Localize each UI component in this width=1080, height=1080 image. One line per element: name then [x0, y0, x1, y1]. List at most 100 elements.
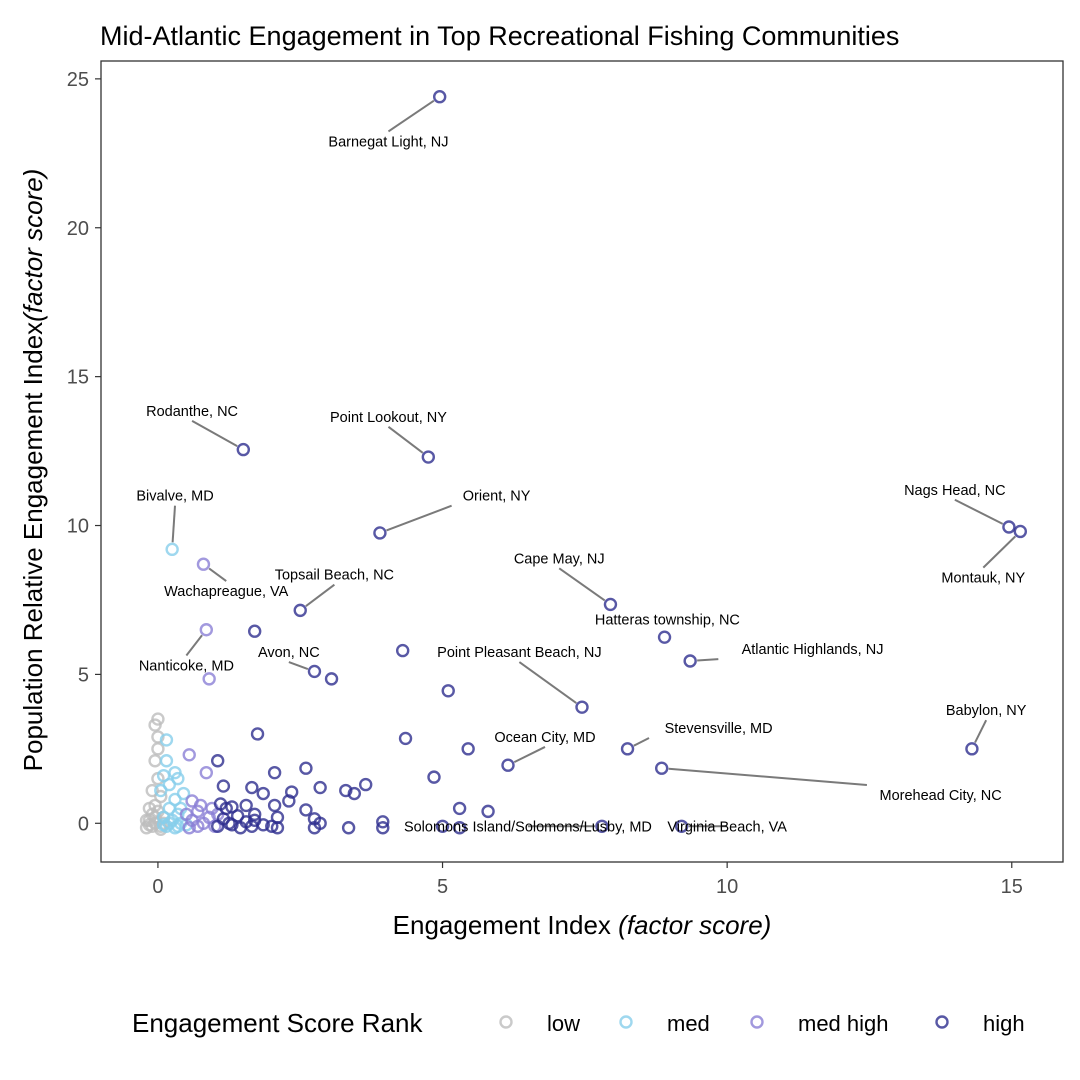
legend: Engagement Score Rank low med med high high [132, 1008, 1025, 1038]
legend-item: med [619, 1011, 710, 1036]
legend-label: low [547, 1011, 580, 1036]
annotation-label: Hatteras township, NC [595, 612, 740, 628]
annotation-label: Nanticoke, MD [139, 658, 234, 674]
data-point [324, 672, 339, 686]
data-point [575, 700, 589, 714]
x-tick-label: 15 [1001, 876, 1023, 898]
data-point [657, 630, 672, 644]
data-point [151, 742, 165, 756]
annotation-leader-line [171, 505, 176, 543]
annotation-label: Ocean City, MD [494, 730, 595, 746]
data-point [216, 779, 231, 793]
annotation-leader-line [518, 661, 577, 704]
annotation-leader-line [386, 504, 452, 532]
legend-title: Engagement Score Rank [132, 1008, 424, 1038]
data-point [376, 821, 390, 835]
data-point [247, 624, 262, 638]
annotation-label: Nags Head, NC [904, 483, 1006, 499]
legend-item: low [499, 1011, 580, 1036]
data-point [299, 803, 313, 817]
annotation-label: Montauk, NY [941, 571, 1025, 587]
data-point [250, 727, 265, 741]
x-axis-title-main: Engagement Index [393, 910, 611, 940]
annotation-leader-line [288, 661, 309, 670]
annotation-leader-line [697, 658, 719, 662]
data-point [182, 748, 196, 762]
legend-label: high [983, 1011, 1025, 1036]
data-point [441, 684, 455, 698]
annotation-leader-line [185, 634, 203, 657]
annotation-leader-line [954, 498, 1004, 525]
x-tick-label: 10 [716, 876, 738, 898]
data-point [595, 819, 609, 833]
data-point [191, 819, 205, 833]
data-point [347, 786, 362, 801]
data-point [139, 821, 154, 835]
annotation-label: Bivalve, MD [136, 489, 213, 505]
data-point [210, 754, 225, 768]
annotation-label: Solomons Island/Solomons/Lusby, MD [404, 819, 652, 835]
y-tick-label: 25 [67, 69, 89, 91]
annotation-label: Atlantic Highlands, NJ [742, 642, 884, 658]
data-point [427, 770, 441, 784]
data-point [654, 761, 669, 775]
data-point [270, 821, 285, 835]
annotation-leader-line [191, 420, 238, 448]
data-point [159, 733, 174, 747]
annotation-leader-line [305, 583, 335, 607]
data-point [239, 798, 253, 813]
annotation-leader-line [387, 99, 435, 133]
legend-symbol [750, 1015, 764, 1029]
y-tick-label: 5 [78, 664, 89, 686]
plot-border [100, 60, 1064, 863]
data-point [245, 819, 259, 833]
y-tick-label: 20 [67, 218, 89, 240]
series-med [154, 542, 194, 835]
data-point [452, 821, 467, 835]
data-point [267, 798, 282, 813]
data-point [299, 761, 313, 775]
y-tick-label: 10 [67, 516, 89, 538]
annotation-label: Babylon, NY [946, 703, 1027, 719]
data-point [162, 816, 177, 830]
y-axis-title-main: Population Relative Engagement Index [18, 322, 48, 772]
annotation-label: Barnegat Light, NJ [328, 134, 448, 150]
data-point [432, 90, 447, 104]
legend-item: med high [750, 1011, 889, 1036]
data-point [683, 654, 697, 668]
chart-title: Mid-Atlantic Engagement in Top Recreatio… [100, 21, 899, 51]
annotation-leader-line [208, 567, 227, 582]
data-point [307, 664, 322, 679]
data-point [165, 542, 179, 557]
data-point [398, 731, 413, 746]
data-point [282, 794, 296, 808]
annotation-label: Morehead City, NC [880, 788, 1002, 804]
data-point [256, 786, 270, 801]
data-point [339, 783, 353, 798]
annotation-label: Virginia Beach, VA [667, 819, 787, 835]
data-point [341, 821, 356, 835]
data-point [620, 742, 635, 756]
data-point [156, 818, 171, 832]
data-point [965, 742, 979, 756]
data-point [435, 819, 450, 833]
series-med-high [179, 557, 225, 835]
y-axis-title: Population Relative Engagement Index(fac… [18, 169, 48, 772]
data-point [376, 815, 390, 829]
data-point [182, 821, 196, 835]
annotation-label: Point Pleasant Beach, NJ [437, 645, 601, 661]
y-tick-label: 15 [67, 367, 89, 389]
annotation-leader-line [668, 767, 867, 786]
data-point [139, 813, 154, 828]
annotation-leader-line [982, 535, 1016, 569]
y-tick-label: 0 [78, 813, 89, 835]
data-point [199, 623, 214, 637]
data-point [199, 765, 214, 780]
data-point [674, 819, 689, 833]
x-axis-title-italic: (factor score) [618, 910, 771, 940]
data-point [148, 718, 162, 732]
data-point [481, 804, 495, 819]
series-high [210, 90, 1028, 835]
data-point [461, 742, 475, 756]
